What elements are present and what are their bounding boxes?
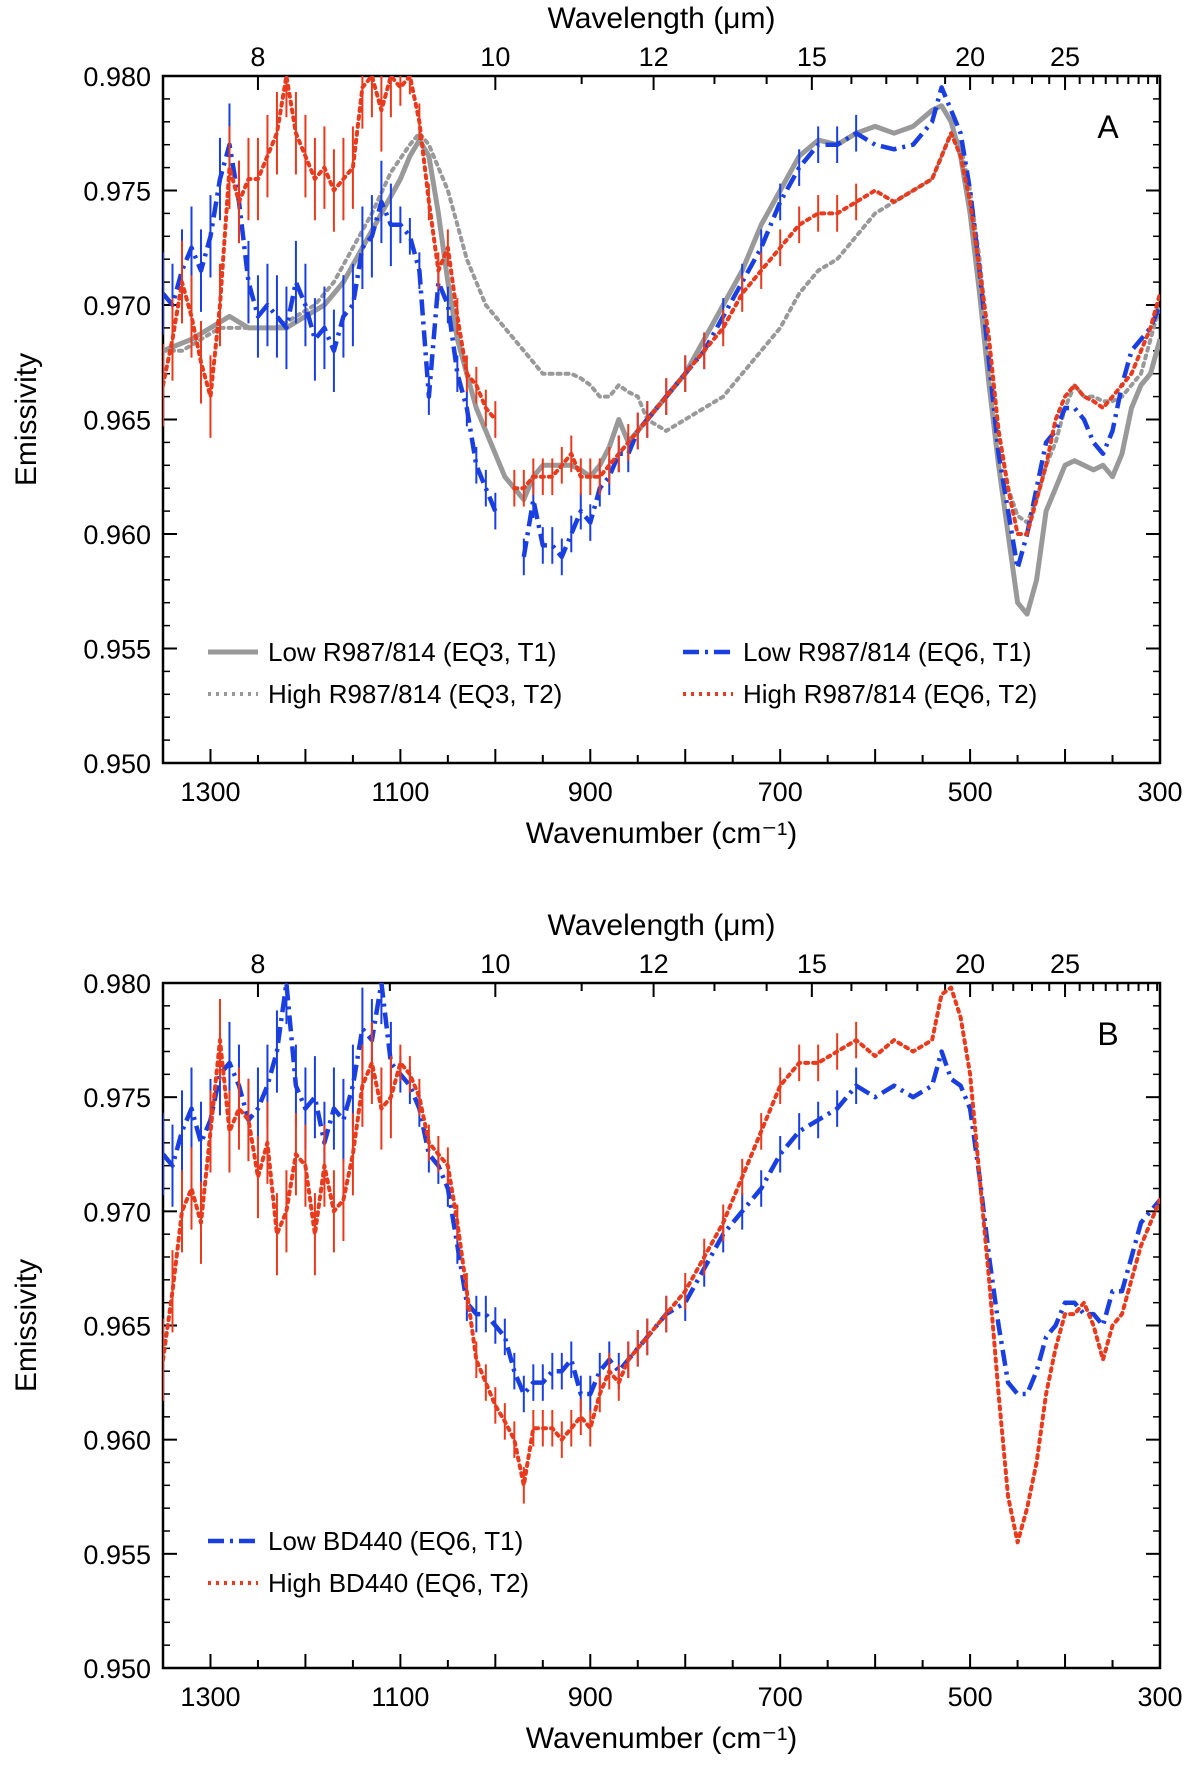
x2-axis-title: Wavelength (μm) — [548, 2, 776, 35]
x-tick-label: 500 — [948, 777, 993, 807]
panel-label: A — [1097, 109, 1119, 145]
x-tick-label: 700 — [758, 777, 803, 807]
x-tick-label: 900 — [568, 1682, 613, 1712]
series-line-1 — [163, 983, 1160, 1397]
y-tick-label: 0.975 — [83, 1083, 151, 1113]
legend-label: Low BD440 (EQ6, T1) — [268, 1526, 523, 1556]
x-tick-label: 1300 — [180, 777, 240, 807]
legend-label: High R987/814 (EQ3, T2) — [268, 679, 562, 709]
x2-tick-label: 8 — [250, 949, 265, 979]
x2-tick-label: 25 — [1050, 949, 1080, 979]
y-tick-label: 0.970 — [83, 291, 151, 321]
series-line-2 — [163, 985, 1160, 1545]
chart-panel-b: 1300 1100 900 700 500 300 0.950 0.955 0.960 0.965… — [10, 909, 1183, 1755]
series-line-4 — [163, 76, 1160, 536]
series-line-2 — [163, 131, 1160, 525]
y-tick-label: 0.955 — [83, 635, 151, 665]
y-tick-label: 0.980 — [83, 969, 151, 999]
y-axis-title: Emissivity — [10, 1259, 43, 1392]
y-tick-label: 0.955 — [83, 1540, 151, 1570]
x-tick-label: 700 — [758, 1682, 803, 1712]
x2-tick-label: 12 — [639, 949, 669, 979]
x-tick-label: 900 — [568, 777, 613, 807]
plot-area — [163, 983, 1160, 1545]
y-tick-label: 0.970 — [83, 1197, 151, 1227]
series-line-3 — [163, 85, 1160, 571]
y-tick-label: 0.965 — [83, 1312, 151, 1342]
x2-tick-label: 25 — [1050, 42, 1080, 72]
x2-axis-title: Wavelength (μm) — [548, 909, 776, 942]
y-tick-label: 0.965 — [83, 406, 151, 436]
x2-tick-label: 8 — [250, 42, 265, 72]
plot-area — [163, 76, 1160, 617]
x2-tick-label: 15 — [797, 42, 827, 72]
y-tick-label: 0.950 — [83, 749, 151, 779]
x-tick-label: 1300 — [180, 1682, 240, 1712]
x-tick-label: 1100 — [371, 777, 429, 807]
series-line-1 — [163, 103, 1160, 617]
x2-tick-label: 15 — [797, 949, 827, 979]
x2-tick-label: 10 — [480, 949, 510, 979]
x-tick-label: 300 — [1137, 777, 1182, 807]
y-tick-label: 0.980 — [83, 62, 151, 92]
panel-label: B — [1097, 1016, 1118, 1052]
x2-tick-label: 10 — [480, 42, 510, 72]
x2-tick-label: 20 — [955, 42, 985, 72]
x-axis-title: Wavenumber (cm⁻¹) — [526, 1722, 797, 1755]
y-tick-label: 0.960 — [83, 520, 151, 550]
y-tick-label: 0.960 — [83, 1426, 151, 1456]
legend-label: High BD440 (EQ6, T2) — [268, 1568, 529, 1598]
x-tick-label: 300 — [1137, 1682, 1182, 1712]
legend: Low BD440 (EQ6, T1) High BD440 (EQ6, T2) — [208, 1526, 529, 1598]
legend-label: High R987/814 (EQ6, T2) — [743, 679, 1037, 709]
legend: Low R987/814 (EQ3, T1) High R987/814 (EQ3… — [208, 637, 1037, 709]
plot-frame — [161, 981, 1162, 1670]
chart-panel-a: 1300 1100 900 700 500 300 0.950 0.955 0.960 0.965… — [10, 2, 1183, 850]
x-tick-label: 1100 — [371, 1682, 429, 1712]
y-axis-title: Emissivity — [10, 353, 43, 486]
legend-label: Low R987/814 (EQ3, T1) — [268, 637, 557, 667]
x2-tick-label: 20 — [955, 949, 985, 979]
y-tick-label: 0.975 — [83, 177, 151, 207]
legend-label: Low R987/814 (EQ6, T1) — [743, 637, 1032, 667]
x2-tick-label: 12 — [639, 42, 669, 72]
x-tick-label: 500 — [948, 1682, 993, 1712]
x-axis-title: Wavenumber (cm⁻¹) — [526, 817, 797, 850]
y-tick-label: 0.950 — [83, 1654, 151, 1684]
